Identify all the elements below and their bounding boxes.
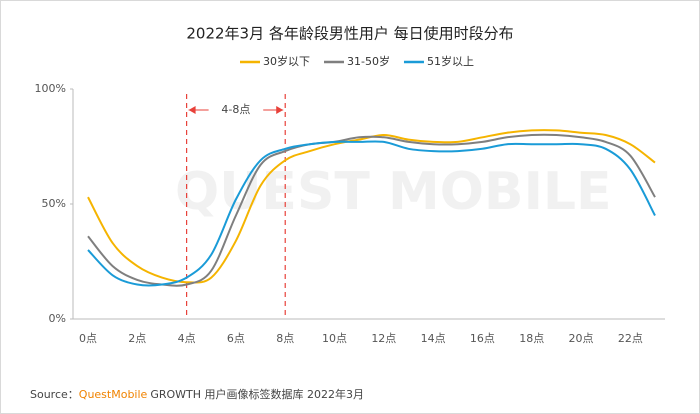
legend-label: 31-50岁 <box>347 54 390 68</box>
x-tick-label: 22点 <box>618 332 643 345</box>
x-tick-label: 6点 <box>227 332 245 345</box>
source-brand: QuestMobile <box>79 388 148 401</box>
x-tick-label: 16点 <box>470 332 495 345</box>
source-text: GROWTH 用户画像标签数据库 2022年3月 <box>150 387 364 401</box>
y-tick-label: 100% <box>35 82 66 95</box>
x-tick-label: 20点 <box>569 332 594 345</box>
legend-label: 51岁以上 <box>427 54 474 68</box>
y-tick-label: 50% <box>42 197 66 210</box>
series-line <box>87 133 656 287</box>
x-tick-label: 0点 <box>79 332 97 345</box>
x-tick-label: 2点 <box>128 332 146 345</box>
x-tick-label: 4点 <box>178 332 196 345</box>
series-line <box>87 140 656 287</box>
source-prefix: Source：QuestMobile GROWTH 用户画像标签数据库 2022年… <box>30 387 364 401</box>
x-tick-label: 18点 <box>519 332 544 345</box>
annotation-text: 4-8点 <box>221 103 250 116</box>
x-tick-label: 12点 <box>371 332 396 345</box>
annotation-arrowhead <box>188 106 196 114</box>
chart-title: 2022年3月 各年龄段男性用户 每日使用时段分布 <box>186 25 513 43</box>
x-tick-label: 10点 <box>322 332 347 345</box>
legend-label: 30岁以下 <box>263 54 310 68</box>
y-tick-label: 0% <box>49 312 66 325</box>
annotation-arrowhead <box>276 106 284 114</box>
source-prefix: Source： <box>30 388 79 401</box>
x-tick-label: 14点 <box>421 332 446 345</box>
x-tick-label: 8点 <box>276 332 294 345</box>
